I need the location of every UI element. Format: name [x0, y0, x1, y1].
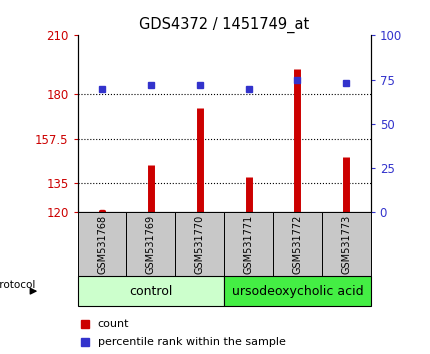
Bar [272, 212, 321, 276]
Text: count: count [97, 319, 129, 329]
Bar [77, 276, 224, 306]
Bar [175, 212, 224, 276]
Text: control: control [129, 285, 172, 298]
Bar [224, 276, 370, 306]
Bar [126, 212, 175, 276]
Text: GSM531768: GSM531768 [97, 215, 107, 274]
Bar [224, 212, 272, 276]
Text: GSM531771: GSM531771 [243, 215, 253, 274]
Text: GSM531773: GSM531773 [341, 215, 350, 274]
Text: GSM531770: GSM531770 [194, 215, 204, 274]
Text: percentile rank within the sample: percentile rank within the sample [97, 337, 285, 347]
Text: growth protocol: growth protocol [0, 280, 35, 290]
Text: GSM531769: GSM531769 [145, 215, 156, 274]
Text: GSM531772: GSM531772 [292, 215, 302, 274]
Title: GDS4372 / 1451749_at: GDS4372 / 1451749_at [138, 16, 309, 33]
Text: ursodeoxycholic acid: ursodeoxycholic acid [231, 285, 362, 298]
Bar [77, 212, 126, 276]
Bar [321, 212, 370, 276]
